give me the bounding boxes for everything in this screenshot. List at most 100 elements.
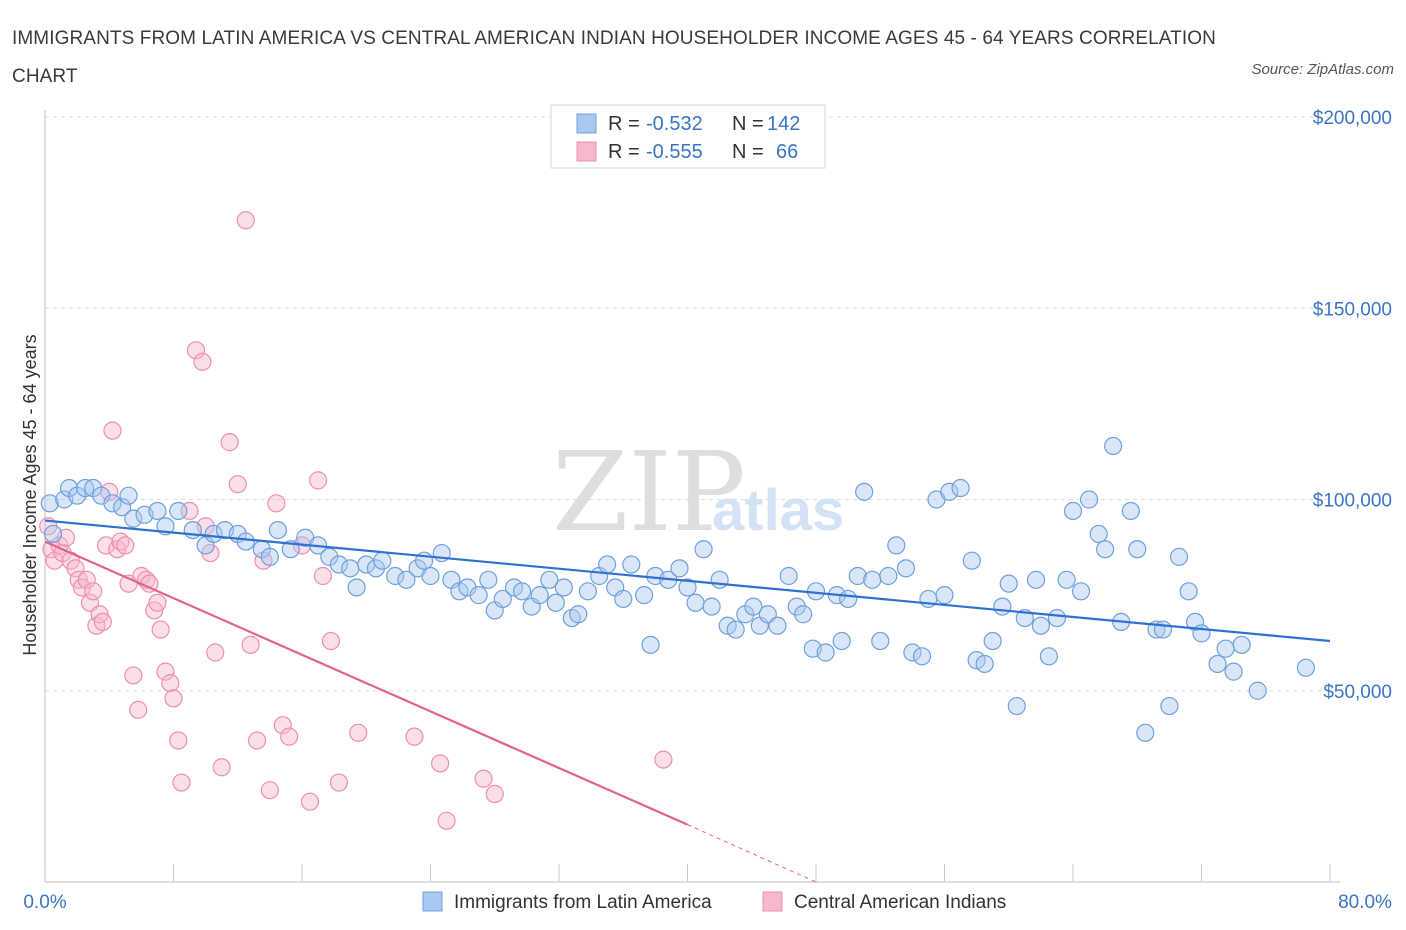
pink-point-33 xyxy=(164,689,183,708)
blue-point-90 xyxy=(855,482,874,501)
pink-point-35 xyxy=(172,773,191,792)
blue-point-68 xyxy=(678,578,697,597)
blue-point-69 xyxy=(686,593,705,612)
blue-point-62 xyxy=(622,555,641,574)
legend-swatch-pink xyxy=(576,141,597,162)
blue-point-93 xyxy=(879,566,898,586)
blue-point-72 xyxy=(710,570,729,589)
blue-point-91 xyxy=(863,570,882,589)
watermark-atlas: atlas xyxy=(712,478,844,543)
pink-point-61 xyxy=(431,754,450,773)
blue-point-29 xyxy=(329,555,349,574)
blue-point-61 xyxy=(614,589,633,609)
blue-point-54 xyxy=(554,578,573,597)
blue-point-18 xyxy=(204,524,223,544)
pink-point-16 xyxy=(96,536,116,555)
blue-point-125 xyxy=(1136,723,1155,742)
series-legend-swatch-pink xyxy=(762,891,783,912)
blue-point-57 xyxy=(578,582,598,601)
blue-point-10 xyxy=(119,486,138,505)
blue-point-128 xyxy=(1160,696,1179,716)
y-tick-label-0: $50,000 xyxy=(1323,682,1392,703)
pink-point-41 xyxy=(206,643,225,662)
blue-point-108 xyxy=(999,574,1018,593)
pink-point-7 xyxy=(66,559,85,578)
blue-point-102 xyxy=(951,478,970,498)
x-tick-label-min: 0.0% xyxy=(23,892,66,913)
blue-point-123 xyxy=(1121,501,1140,521)
pink-point-42 xyxy=(212,758,231,777)
y-tick-labels: $50,000 $100,000 $150,000 $200,000 xyxy=(1313,108,1392,703)
pink-point-62 xyxy=(437,811,456,830)
blue-point-118 xyxy=(1079,490,1099,509)
blue-point-113 xyxy=(1039,647,1059,666)
blue-point-67 xyxy=(670,559,689,578)
blue-point-106 xyxy=(983,631,1002,651)
pink-point-54 xyxy=(300,792,320,811)
pink-point-29 xyxy=(148,593,167,612)
blue-point-112 xyxy=(1031,616,1050,635)
blue-point-74 xyxy=(726,620,745,639)
blue-point-28 xyxy=(320,547,339,566)
blue-point-8 xyxy=(103,494,122,513)
trend-line-pink xyxy=(44,540,688,826)
series-legend-label-2: Central American Indians xyxy=(794,892,1006,913)
blue-point-103 xyxy=(962,551,981,570)
y-tick-label-3: $200,000 xyxy=(1313,108,1392,129)
blue-point-0 xyxy=(40,494,59,513)
pink-point-43 xyxy=(220,433,239,452)
y-axis-title: Householder Income Ages 45 - 64 years xyxy=(20,334,40,655)
pink-point-50 xyxy=(267,494,286,513)
pink-point-65 xyxy=(654,750,673,769)
blue-point-35 xyxy=(386,566,405,586)
blue-point-30 xyxy=(341,559,360,578)
pink-point-32 xyxy=(161,673,180,693)
pink-point-18 xyxy=(103,421,122,440)
blue-point-64 xyxy=(641,635,660,654)
pink-point-12 xyxy=(84,582,103,601)
legend-r-value-1: -0.532 xyxy=(646,113,703,135)
blue-point-135 xyxy=(1224,662,1243,681)
y-tick-label-1: $100,000 xyxy=(1313,491,1392,512)
blue-point-105 xyxy=(975,654,994,674)
blue-point-70 xyxy=(694,540,713,559)
pink-point-10 xyxy=(77,570,96,589)
blue-point-119 xyxy=(1089,524,1108,544)
blue-point-52 xyxy=(540,570,559,589)
pink-point-23 xyxy=(124,666,143,685)
series-legend-swatch-blue xyxy=(422,891,443,912)
watermark: ZIP atlas xyxy=(552,428,844,556)
blue-point-117 xyxy=(1071,582,1091,601)
pink-point-34 xyxy=(169,731,188,750)
pink-point-45 xyxy=(236,211,255,230)
blue-point-63 xyxy=(635,586,654,605)
blue-point-31 xyxy=(347,578,366,597)
blue-point-15 xyxy=(169,501,188,521)
blue-point-36 xyxy=(397,570,416,589)
pink-point-38 xyxy=(193,352,212,371)
pink-point-64 xyxy=(485,784,504,804)
blue-point-39 xyxy=(421,566,440,586)
legend-r-label-2: R = xyxy=(608,141,640,163)
watermark-zip: ZIP xyxy=(552,428,746,556)
series-legend-label-1: Immigrants from Latin America xyxy=(454,892,712,913)
blue-point-87 xyxy=(832,631,851,651)
blue-point-116 xyxy=(1063,501,1083,521)
chart-title: IMMIGRANTS FROM LATIN AMERICA VS CENTRAL… xyxy=(12,28,1216,87)
pink-point-44 xyxy=(228,475,247,494)
pink-point-46 xyxy=(241,635,260,654)
blue-point-1 xyxy=(43,524,63,544)
pink-point-58 xyxy=(329,773,349,792)
blue-point-131 xyxy=(1185,612,1205,632)
blue-point-85 xyxy=(816,643,835,662)
pink-point-51 xyxy=(273,716,292,735)
blue-point-88 xyxy=(839,589,858,609)
blue-point-120 xyxy=(1096,540,1115,559)
pink-point-37 xyxy=(186,341,206,360)
pink-point-47 xyxy=(247,731,267,750)
blue-point-114 xyxy=(1047,608,1067,628)
x-ticks xyxy=(44,864,1331,882)
y-tick-label-2: $150,000 xyxy=(1313,299,1392,320)
legend-n-value-2: 66 xyxy=(776,141,798,163)
